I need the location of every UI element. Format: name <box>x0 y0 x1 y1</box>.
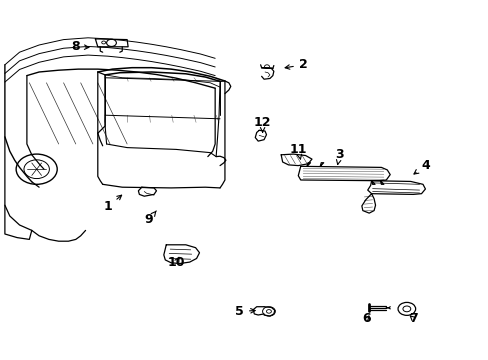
Text: 10: 10 <box>167 256 184 269</box>
Text: 2: 2 <box>285 58 307 71</box>
Text: 1: 1 <box>103 195 122 213</box>
Text: 6: 6 <box>362 312 370 325</box>
Text: 12: 12 <box>253 116 271 132</box>
Text: 4: 4 <box>413 159 429 174</box>
Text: 7: 7 <box>408 312 417 325</box>
Text: 3: 3 <box>335 148 344 165</box>
Text: 11: 11 <box>289 143 306 159</box>
Text: 9: 9 <box>144 211 156 226</box>
Text: 8: 8 <box>71 40 89 53</box>
Text: 5: 5 <box>235 305 255 318</box>
